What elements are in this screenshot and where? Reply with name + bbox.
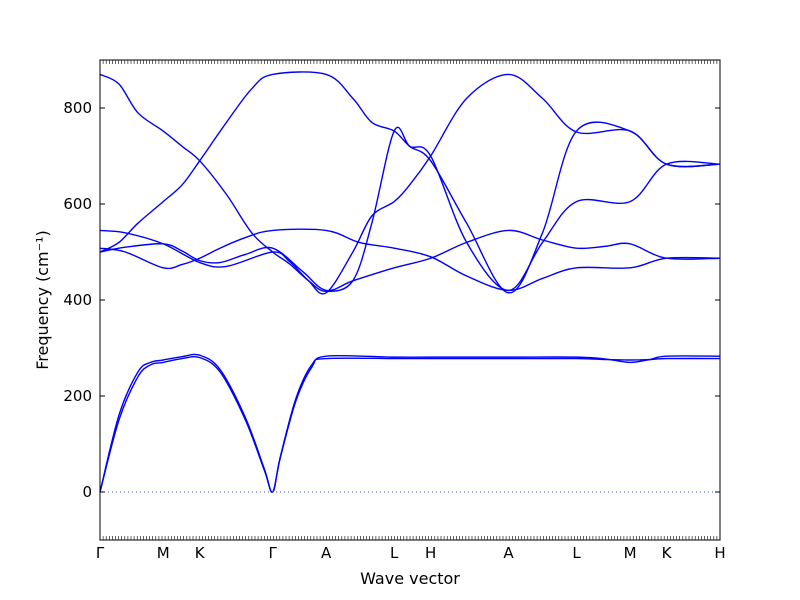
k-point-label: H <box>714 544 725 562</box>
branch-line-5 <box>99 73 721 295</box>
k-point-label: L <box>572 544 581 562</box>
branch-line-4 <box>99 228 721 292</box>
k-point-label: Γ <box>96 544 105 562</box>
branch-line-1 <box>99 354 721 493</box>
x-axis-label: Wave vector <box>360 569 460 588</box>
y-tick-label: 800 <box>63 99 92 117</box>
branch-line-2 <box>99 353 721 493</box>
k-point-label: L <box>390 544 399 562</box>
branch-line-6 <box>99 73 721 293</box>
dispersion-curves <box>99 71 721 493</box>
k-point-label: K <box>662 544 673 562</box>
k-point-label: K <box>195 544 206 562</box>
k-point-label: M <box>624 544 637 562</box>
y-axis-ticks: 0 200 400 600 800 <box>63 99 720 501</box>
k-point-label: A <box>503 544 514 562</box>
y-tick-label: 400 <box>63 291 92 309</box>
y-tick-label: 0 <box>82 483 92 501</box>
y-tick-label: 600 <box>63 195 92 213</box>
y-axis-label: Frequency (cm⁻¹) <box>33 230 52 369</box>
branch-line-7 <box>99 71 721 294</box>
k-point-label: M <box>157 544 170 562</box>
k-point-label: H <box>425 544 436 562</box>
plot-frame <box>99 59 721 541</box>
y-tick-label: 200 <box>63 387 92 405</box>
k-point-label: A <box>321 544 332 562</box>
k-point-label: Γ <box>268 544 277 562</box>
